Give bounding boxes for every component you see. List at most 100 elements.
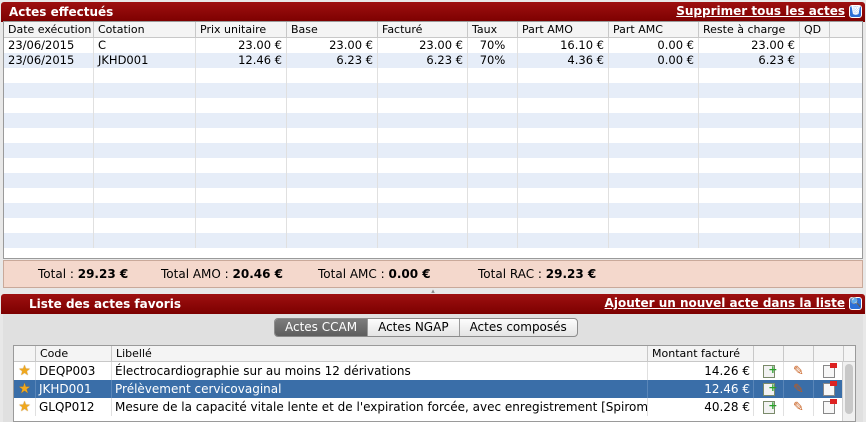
splitter-handle-icon[interactable]: ▴ [431,287,435,295]
add-new-act-link[interactable]: Ajouter un nouvel acte dans la liste [604,296,845,310]
table-cell [830,53,862,68]
total-rac-value: 29.23 € [545,267,597,281]
table-cell [609,158,699,173]
table-cell [94,218,196,233]
edit-pencil-icon[interactable]: ✎ [784,380,814,398]
table-row [4,113,862,128]
trash-icon[interactable]: 🗑 [849,5,862,18]
table-cell [287,68,378,83]
table-cell [699,143,800,158]
col-facture[interactable]: Facturé [378,22,468,37]
table-cell [830,233,862,248]
col-montant-facture[interactable]: Montant facturé [648,346,754,361]
table-cell [609,173,699,188]
col-libelle[interactable]: Libellé [112,346,648,361]
delete-act-icon[interactable] [814,380,844,398]
col-qd[interactable]: QD [800,22,830,37]
table-cell [94,98,196,113]
table-cell [800,53,830,68]
table-cell [830,128,862,143]
table-cell [378,98,468,113]
actes-effectues-title: Actes effectués [9,5,114,19]
col-code[interactable]: Code [36,346,112,361]
table-cell [196,113,287,128]
favoris-scrollbar[interactable] [842,362,855,421]
table-cell [609,233,699,248]
col-taux[interactable]: Taux [468,22,518,37]
col-cotation[interactable]: Cotation [94,22,196,37]
list-item[interactable]: ★ DEQP003 Électrocardiographie sur au moin… [14,362,855,380]
table-cell [518,143,609,158]
delete-act-icon[interactable] [814,362,844,380]
col-part-amo[interactable]: Part AMO [518,22,609,37]
table-cell: 23.00 € [196,38,287,53]
table-cell [800,173,830,188]
table-row [4,188,862,203]
table-cell [196,83,287,98]
table-cell [287,173,378,188]
table-cell [94,233,196,248]
act-label: Électrocardiographie sur au moins 12 dér… [112,362,648,380]
table-cell [800,38,830,53]
table-cell: JKHD001 [94,53,196,68]
col-part-amc[interactable]: Part AMC [609,22,699,37]
scrollbar-thumb[interactable] [845,364,853,414]
add-act-icon[interactable] [754,398,784,416]
total-amc-value: 0.00 € [388,267,431,281]
table-cell [4,188,94,203]
table-cell [800,68,830,83]
total-amc-label: Total AMC : [318,267,385,281]
edit-pencil-icon[interactable]: ✎ [784,398,814,416]
table-cell [699,203,800,218]
add-act-icon[interactable] [754,362,784,380]
table-cell [468,188,518,203]
favorite-star-icon[interactable]: ★ [14,362,36,380]
delete-all-acts-link[interactable]: Supprimer tous les actes [676,4,845,18]
col-add [754,346,784,361]
table-cell [468,233,518,248]
col-prix-unitaire[interactable]: Prix unitaire [196,22,287,37]
actes-table-body: 23/06/2015 C 23.00 €23.00 €23.00 €70% 16.10… [4,38,862,248]
favorite-star-icon[interactable]: ★ [14,398,36,416]
edit-pencil-icon[interactable]: ✎ [784,362,814,380]
table-cell: 70% [468,38,518,53]
table-cell [800,233,830,248]
col-base[interactable]: Base [287,22,378,37]
col-reste-a-charge[interactable]: Reste à charge [699,22,800,37]
tab-actes-ccam[interactable]: Actes CCAM [275,319,369,336]
list-item[interactable]: ★ GLQP012 Mesure de la capacité vitale len… [14,398,855,416]
delete-act-icon[interactable] [814,398,844,416]
table-cell [196,98,287,113]
col-date-execution[interactable]: Date exécution [4,22,94,37]
table-cell [699,218,800,233]
table-cell: 23.00 € [287,38,378,53]
table-cell [609,98,699,113]
table-cell [830,158,862,173]
search-icon[interactable]: 🔍 [849,297,862,310]
table-cell [94,128,196,143]
table-cell [800,203,830,218]
table-cell: 70% [468,53,518,68]
tab-actes-composes[interactable]: Actes composés [469,320,567,334]
table-cell [94,188,196,203]
add-act-icon[interactable] [754,380,784,398]
table-cell [518,203,609,218]
table-cell [4,113,94,128]
table-cell [609,143,699,158]
table-row [4,173,862,188]
list-item[interactable]: ★ JKHD001 Prélèvement cervicovaginal 12.46 … [14,380,855,398]
table-row[interactable]: 23/06/2015 JKHD001 12.46 €6.23 €6.23 €70% 4… [4,53,862,68]
col-extra [844,346,855,361]
table-cell [378,188,468,203]
favoris-header: Liste des actes favoris Ajouter un nouve… [1,294,865,314]
table-cell [468,68,518,83]
col-delete [814,346,844,361]
favorite-star-icon[interactable]: ★ [14,380,36,398]
table-cell [287,83,378,98]
table-cell [699,113,800,128]
table-row[interactable]: 23/06/2015 C 23.00 €23.00 €23.00 €70% 16.10… [4,38,862,53]
table-cell [468,113,518,128]
tab-actes-ngap[interactable]: Actes NGAP [368,319,460,336]
table-cell [518,158,609,173]
favoris-table-header: Code Libellé Montant facturé [14,346,855,362]
